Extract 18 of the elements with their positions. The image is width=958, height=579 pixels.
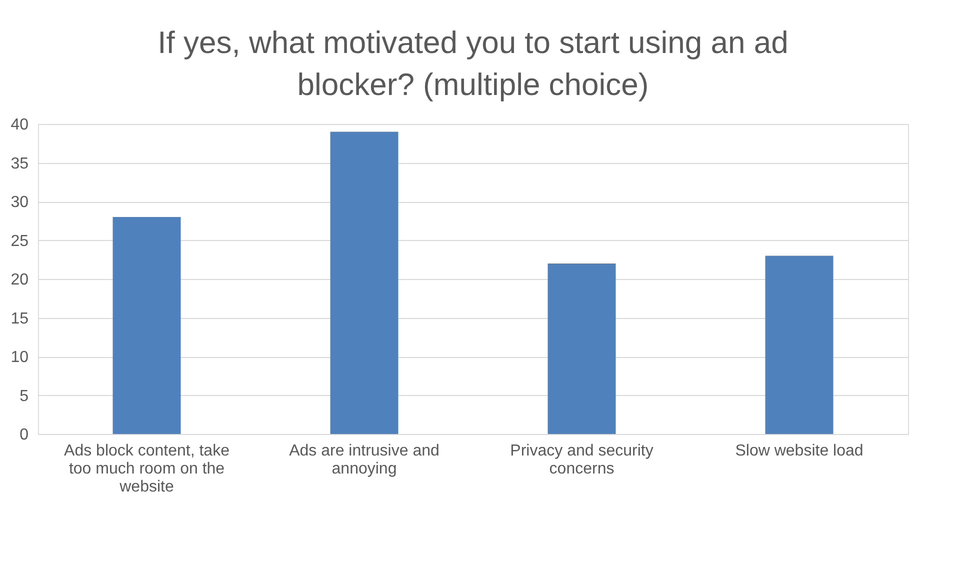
- bar: [765, 256, 834, 434]
- bar: [548, 264, 616, 434]
- bar: [330, 132, 398, 434]
- x-tick-label: Ads block content, take too much room on the website: [64, 442, 230, 496]
- y-tick-label: 40: [10, 116, 29, 134]
- y-tick-label: 5: [20, 388, 29, 405]
- y-tick-label: 15: [10, 310, 29, 328]
- y-tick-label: 25: [10, 232, 29, 250]
- y-tick-label: 30: [10, 194, 29, 211]
- x-tick-label: Slow website load: [735, 442, 864, 460]
- y-tick-label: 0: [20, 426, 29, 444]
- y-tick-label: 35: [10, 155, 29, 172]
- chart-title: If yes, what motivated you to start using an ad blocker? (multiple choice): [158, 25, 788, 102]
- x-tick-label: Privacy and security concerns: [510, 442, 654, 478]
- y-tick-label: 20: [10, 272, 29, 288]
- x-tick-label: Ads are intrusive and annoying: [289, 442, 440, 478]
- y-tick-label: 10: [10, 349, 29, 366]
- bar: [112, 217, 181, 434]
